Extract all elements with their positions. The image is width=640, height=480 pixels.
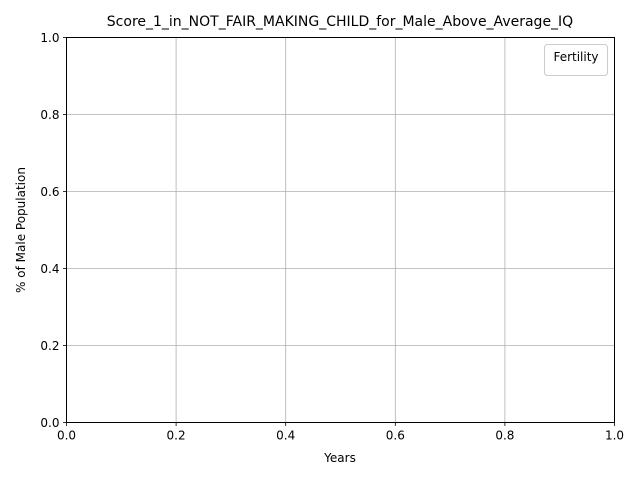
y-tick-label: 0.6: [40, 185, 59, 199]
x-tick-label: 0.2: [167, 429, 186, 443]
chart-title: Score_1_in_NOT_FAIR_MAKING_CHILD_for_Mal…: [107, 14, 573, 30]
x-tick-label: 1.0: [605, 429, 624, 443]
y-axis-label: % of Male Population: [14, 167, 28, 293]
x-tick-label: 0.8: [495, 429, 514, 443]
y-tick-label: 0.4: [40, 262, 59, 276]
legend: Fertility: [544, 44, 608, 76]
y-tick-label: 0.8: [40, 108, 59, 122]
axis-ticks: 0.0 0.2 0.4 0.6 0.8 1.0 0.0 0.2 0.4 0.6 0.8 1.0: [40, 31, 624, 443]
x-tick-label: 0.4: [276, 429, 295, 443]
x-tick-label: 0.0: [57, 429, 76, 443]
y-tick-label: 0.2: [40, 339, 59, 353]
x-axis-label: Years: [323, 451, 356, 465]
y-tick-label: 1.0: [40, 31, 59, 45]
gridlines: [66, 37, 615, 423]
x-tick-label: 0.6: [386, 429, 405, 443]
plot-area-frame: [66, 37, 615, 423]
legend-title: Fertility: [553, 50, 598, 64]
legend-box: [544, 44, 608, 76]
y-tick-label: 0.0: [40, 416, 59, 430]
